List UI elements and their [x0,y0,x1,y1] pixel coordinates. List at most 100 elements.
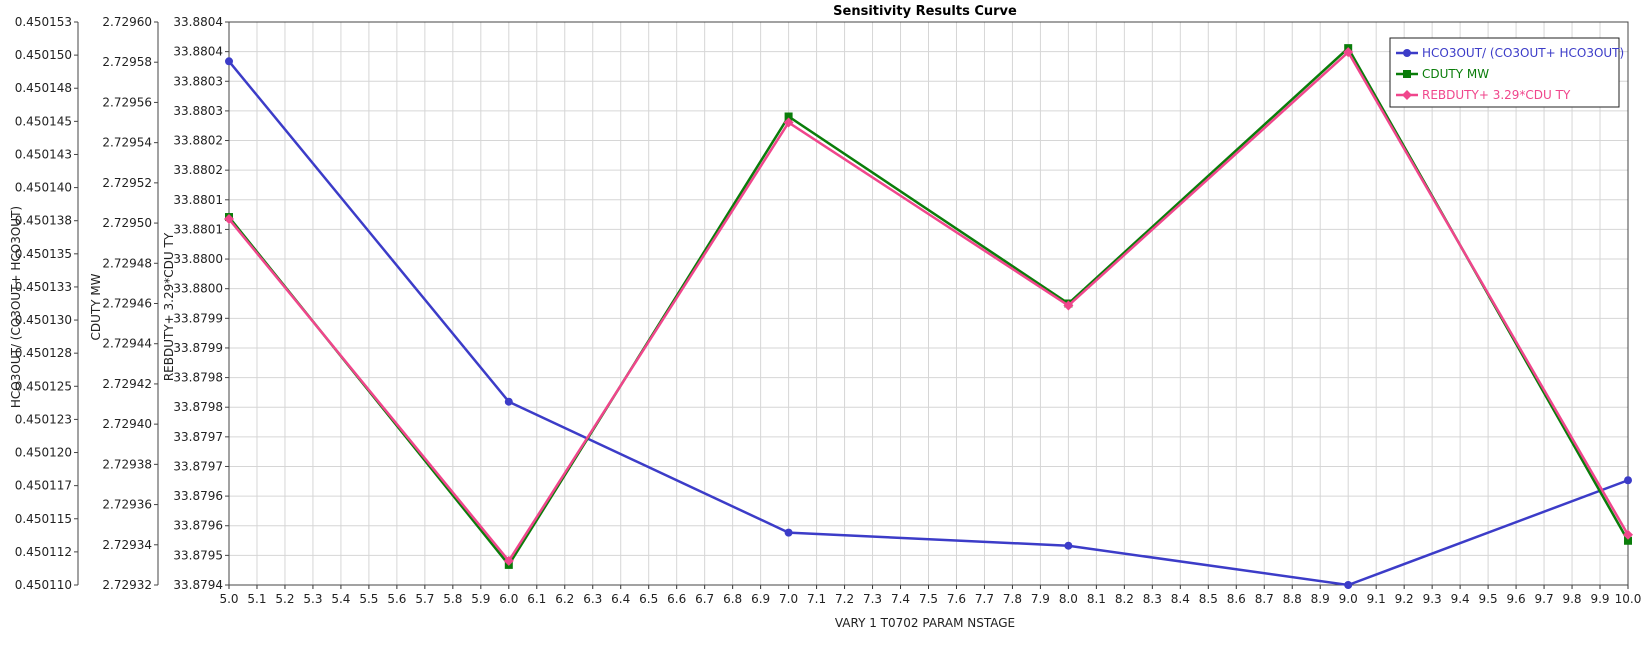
data-point [784,112,793,121]
series-line [228,60,1629,587]
data-point [1624,476,1632,485]
y-tick-label: 2.72960 [102,15,152,29]
x-tick-label: 9.7 [1535,592,1554,606]
x-tick-label: 7.2 [835,592,854,606]
x-tick-label: 8.6 [1227,592,1246,606]
x-tick-label: 6.1 [527,592,546,606]
x-tick-label: 9.6 [1507,592,1526,606]
y-tick-label: 2.72958 [102,55,152,69]
x-tick-label: 9.5 [1479,592,1498,606]
x-tick-label: 5.3 [303,592,322,606]
y-tick-label: 33.8801 [173,193,223,207]
y-tick-label: 33.8798 [173,371,223,385]
x-tick-label: 9.4 [1451,592,1470,606]
data-point [504,397,513,406]
data-point [503,555,514,566]
x-tick-label: 8.5 [1199,592,1218,606]
data-point [1624,536,1632,545]
x-tick-label: 9.3 [1423,592,1442,606]
y-tick-label: 0.450112 [15,545,72,559]
x-tick-label: 7.0 [779,592,798,606]
data-point [783,117,794,128]
data-point [1064,541,1073,550]
y-tick-label: 0.450117 [15,479,72,493]
x-tick-label: 8.4 [1171,592,1190,606]
x-tick-label: 5.0 [219,592,238,606]
y-tick-label: 33.8796 [173,519,223,533]
y-tick-label: 2.72946 [102,297,152,311]
x-tick-label: 6.4 [611,592,630,606]
y-tick-label: 2.72950 [102,216,152,230]
y-tick-label: 33.8795 [173,548,223,562]
y-tick-label: 0.450143 [15,147,72,161]
chart-title: Sensitivity Results Curve [833,4,1017,19]
legend: HCO3OUT/ (CO3OUT+ HCO3OUT) CDUTY MW REBDUT… [1389,37,1624,108]
y-tick-label: 33.8801 [173,222,223,236]
x-tick-label: 7.5 [919,592,938,606]
x-tick-label: 7.8 [1003,592,1022,606]
y-tick-label: 0.450150 [15,48,72,62]
data-point [1343,47,1354,58]
y-tick-label: 0.450125 [15,379,72,393]
x-tick-label: 5.7 [415,592,434,606]
y-tick-label: 0.450128 [15,346,72,360]
y-tick-label: 33.8800 [173,282,223,296]
axes: 5.0 5.1 5.2 5.3 5.4 5.5 5.6 5.7 5.8 5.9 6.0 6.1 6.2 6… [15,15,1642,606]
x-tick-label: 8.7 [1255,592,1274,606]
x-tick-label: 7.9 [1031,592,1050,606]
x-tick-label: 5.4 [331,592,350,606]
y-tick-label: 33.8799 [173,341,223,355]
legend-box [1389,37,1620,108]
x-tick-label: 5.2 [275,592,294,606]
data-point [784,528,793,537]
data-point [225,57,233,66]
legend-label: REBDUTY+ 3.29*CDU TY [1422,88,1571,102]
y-tick-label: 0.450120 [15,446,72,460]
data-point [1623,529,1633,540]
x-tick-label: 6.7 [695,592,714,606]
x-tick-label: 10.0 [1615,592,1642,606]
x-tick-label: 6.3 [583,592,602,606]
x-tick-label: 9.2 [1395,592,1414,606]
x-tick-label: 9.8 [1562,592,1581,606]
y-axis-label-rebduty: REBDUTY+ 3.29*CDU TY [162,232,176,381]
y-tick-label: 33.8797 [173,459,223,473]
x-tick-label: 5.6 [387,592,406,606]
legend-label: HCO3OUT/ (CO3OUT+ HCO3OUT) [1422,46,1624,60]
y-tick-label: 33.8798 [173,400,223,414]
y-tick-label: 0.450140 [15,181,72,195]
y-tick-label: 33.8794 [173,578,223,592]
y-tick-label: 0.450115 [15,512,72,526]
x-tick-label: 8.1 [1087,592,1106,606]
x-tick-label: 6.9 [751,592,770,606]
x-tick-label: 6.8 [723,592,742,606]
y-tick-label: 33.8804 [173,45,223,59]
y-tick-label: 33.8797 [173,430,223,444]
y-tick-label: 2.72940 [102,417,152,431]
series-1 [225,57,1632,589]
x-tick-label: 7.3 [863,592,882,606]
x-tick-label: 5.9 [471,592,490,606]
x-tick-label: 5.8 [443,592,462,606]
y-tick-label: 33.8802 [173,134,223,148]
x-tick-label: 8.9 [1311,592,1330,606]
y-tick-label: 0.450153 [15,15,72,29]
x-tick-label: 7.1 [807,592,826,606]
x-tick-label: 8.0 [1059,592,1078,606]
x-tick-label: 5.5 [359,592,378,606]
x-tick-label: 5.1 [247,592,266,606]
x-tick-label: 8.3 [1143,592,1162,606]
y-tick-label: 0.450123 [15,412,72,426]
y-tick-label: 2.72932 [102,578,152,592]
data-point [224,214,234,225]
series-line [228,50,1630,563]
legend-swatch-marker [1403,49,1411,57]
data-point [1063,300,1074,311]
x-tick-label: 9.1 [1367,592,1386,606]
y-tick-label: 33.8796 [173,489,223,503]
y-tick-label: 0.450110 [15,578,72,592]
x-axis-label: VARY 1 T0702 PARAM NSTAGE [835,616,1015,630]
y-tick-label: 0.450148 [15,81,72,95]
y-tick-label: 2.72938 [102,457,152,471]
